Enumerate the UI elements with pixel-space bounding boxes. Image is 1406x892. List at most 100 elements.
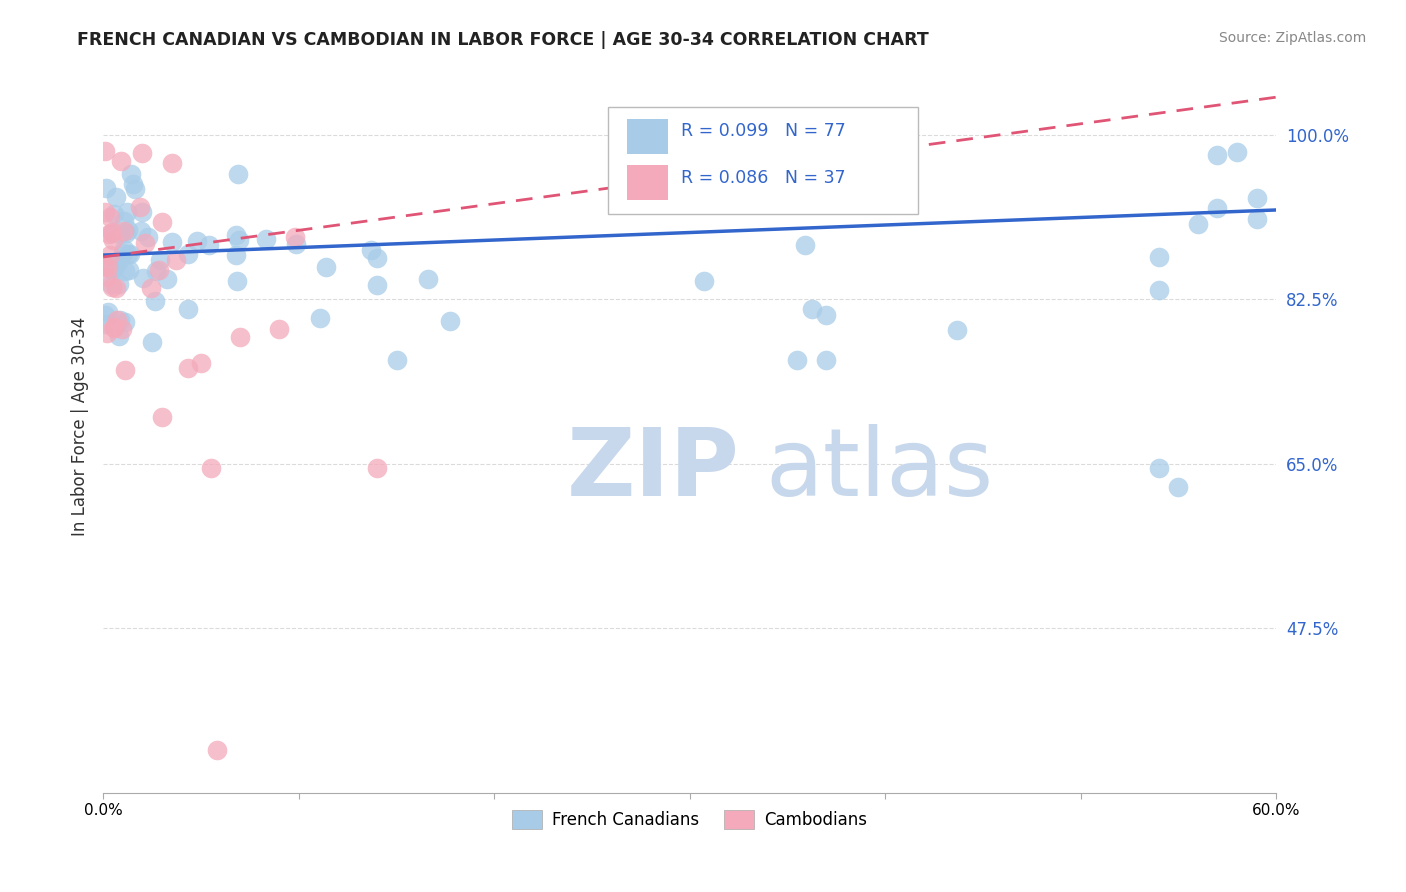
Point (360, 243, 382, 257)
Point (141, 280, 163, 294)
Point (229, 330, 252, 344)
Point (97, 305, 120, 319)
Point (176, 246, 198, 260)
Point (1206, 148, 1229, 162)
Point (112, 243, 135, 257)
Point (284, 230, 307, 244)
Point (786, 353, 808, 368)
Point (141, 334, 163, 349)
Point (1187, 217, 1209, 231)
Point (801, 302, 824, 317)
Point (1246, 191, 1268, 205)
Point (138, 230, 160, 244)
Point (104, 257, 127, 271)
Point (94, 258, 117, 272)
Point (97, 260, 120, 274)
Point (105, 190, 128, 204)
Point (103, 320, 125, 334)
Point (103, 320, 125, 334)
Point (103, 260, 125, 275)
Point (122, 178, 145, 192)
Point (1226, 145, 1249, 160)
Text: ZIP: ZIP (567, 424, 740, 516)
Point (160, 156, 183, 170)
Point (132, 271, 155, 285)
Point (112, 246, 135, 260)
Point (308, 310, 330, 325)
FancyBboxPatch shape (607, 107, 918, 213)
Point (197, 238, 219, 252)
Point (793, 237, 815, 252)
Point (186, 234, 208, 248)
Point (131, 146, 153, 161)
Text: Source: ZipAtlas.com: Source: ZipAtlas.com (1219, 31, 1367, 45)
Point (267, 321, 290, 335)
Point (693, 273, 716, 287)
Text: R = 0.086   N = 37: R = 0.086 N = 37 (682, 169, 846, 187)
Point (94, 260, 117, 274)
Point (94, 308, 117, 322)
Point (110, 153, 132, 168)
Point (114, 315, 136, 329)
Point (112, 224, 135, 238)
Point (94, 145, 117, 159)
Point (98, 248, 121, 262)
Text: atlas: atlas (766, 424, 994, 516)
Point (115, 204, 138, 219)
Point (315, 260, 337, 275)
Point (117, 223, 139, 237)
Point (129, 224, 152, 238)
Point (108, 312, 131, 326)
Point (1147, 250, 1170, 264)
Point (118, 263, 141, 277)
FancyBboxPatch shape (627, 120, 668, 154)
Point (100, 277, 122, 291)
Point (366, 278, 388, 293)
Point (205, 743, 228, 757)
Point (439, 314, 461, 328)
Point (226, 274, 249, 288)
Point (149, 252, 172, 267)
Point (94, 318, 117, 332)
Point (111, 322, 134, 336)
Point (114, 263, 136, 277)
Point (150, 409, 173, 424)
Point (815, 308, 838, 322)
Point (945, 324, 967, 338)
Point (148, 263, 170, 277)
Point (120, 167, 142, 181)
Point (815, 353, 838, 368)
Point (150, 215, 173, 229)
Point (1147, 283, 1170, 297)
Point (156, 272, 179, 286)
Point (254, 232, 277, 246)
Point (120, 247, 142, 261)
Point (112, 214, 135, 228)
Point (387, 353, 409, 368)
Point (160, 235, 183, 249)
Point (96, 269, 118, 284)
Point (145, 264, 167, 278)
Point (143, 293, 166, 308)
Point (129, 200, 152, 214)
Point (115, 226, 138, 240)
Point (366, 251, 388, 265)
Point (114, 363, 136, 377)
Text: R = 0.099   N = 77: R = 0.099 N = 77 (682, 121, 846, 140)
Y-axis label: In Labor Force | Age 30-34: In Labor Force | Age 30-34 (72, 317, 89, 536)
Point (124, 182, 146, 196)
Point (177, 302, 200, 317)
Point (200, 461, 222, 475)
Point (225, 227, 247, 242)
Point (226, 168, 249, 182)
Text: FRENCH CANADIAN VS CAMBODIAN IN LABOR FORCE | AGE 30-34 CORRELATION CHART: FRENCH CANADIAN VS CAMBODIAN IN LABOR FO… (77, 31, 929, 49)
Point (366, 461, 388, 475)
Point (100, 280, 122, 294)
Legend: French Canadians, Cambodians: French Canadians, Cambodians (505, 803, 875, 836)
Point (100, 226, 122, 240)
Point (190, 356, 212, 370)
Point (98, 210, 121, 224)
Point (117, 247, 139, 261)
Point (107, 254, 129, 268)
Point (1167, 480, 1189, 494)
